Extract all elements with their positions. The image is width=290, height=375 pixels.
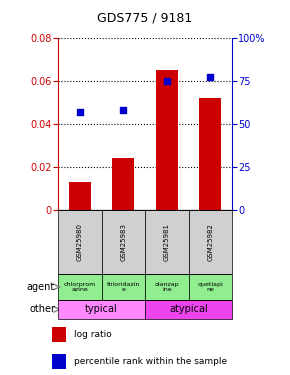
Bar — [52, 327, 66, 342]
Bar — [156, 70, 177, 210]
Text: chlorprom
azine: chlorprom azine — [64, 282, 96, 292]
Bar — [52, 354, 66, 369]
Text: GSM25980: GSM25980 — [77, 223, 83, 261]
Bar — [58, 210, 102, 274]
Text: percentile rank within the sample: percentile rank within the sample — [74, 357, 227, 366]
Bar — [188, 274, 232, 300]
Bar — [102, 274, 145, 300]
Bar — [188, 210, 232, 274]
Bar — [69, 182, 90, 210]
Text: GSM25983: GSM25983 — [120, 223, 126, 261]
Point — [77, 109, 82, 115]
Text: GDS775 / 9181: GDS775 / 9181 — [97, 11, 193, 24]
Text: thioridazin
e: thioridazin e — [106, 282, 140, 292]
Bar — [58, 300, 145, 319]
Text: log ratio: log ratio — [74, 330, 112, 339]
Bar — [102, 210, 145, 274]
Text: olanzap
ine: olanzap ine — [155, 282, 179, 292]
Text: atypical: atypical — [169, 304, 208, 314]
Bar — [58, 274, 102, 300]
Point — [208, 74, 213, 80]
Text: GSM25981: GSM25981 — [164, 223, 170, 261]
Text: agent: agent — [27, 282, 55, 292]
Bar — [145, 274, 188, 300]
Text: typical: typical — [85, 304, 118, 314]
Bar — [145, 210, 188, 274]
Text: GSM25982: GSM25982 — [207, 223, 213, 261]
Point — [121, 107, 126, 113]
Text: other: other — [29, 304, 55, 314]
Bar — [145, 300, 232, 319]
Text: quetiapi
ne: quetiapi ne — [197, 282, 223, 292]
Bar — [200, 98, 221, 210]
Point — [164, 78, 169, 84]
Bar — [113, 158, 134, 210]
